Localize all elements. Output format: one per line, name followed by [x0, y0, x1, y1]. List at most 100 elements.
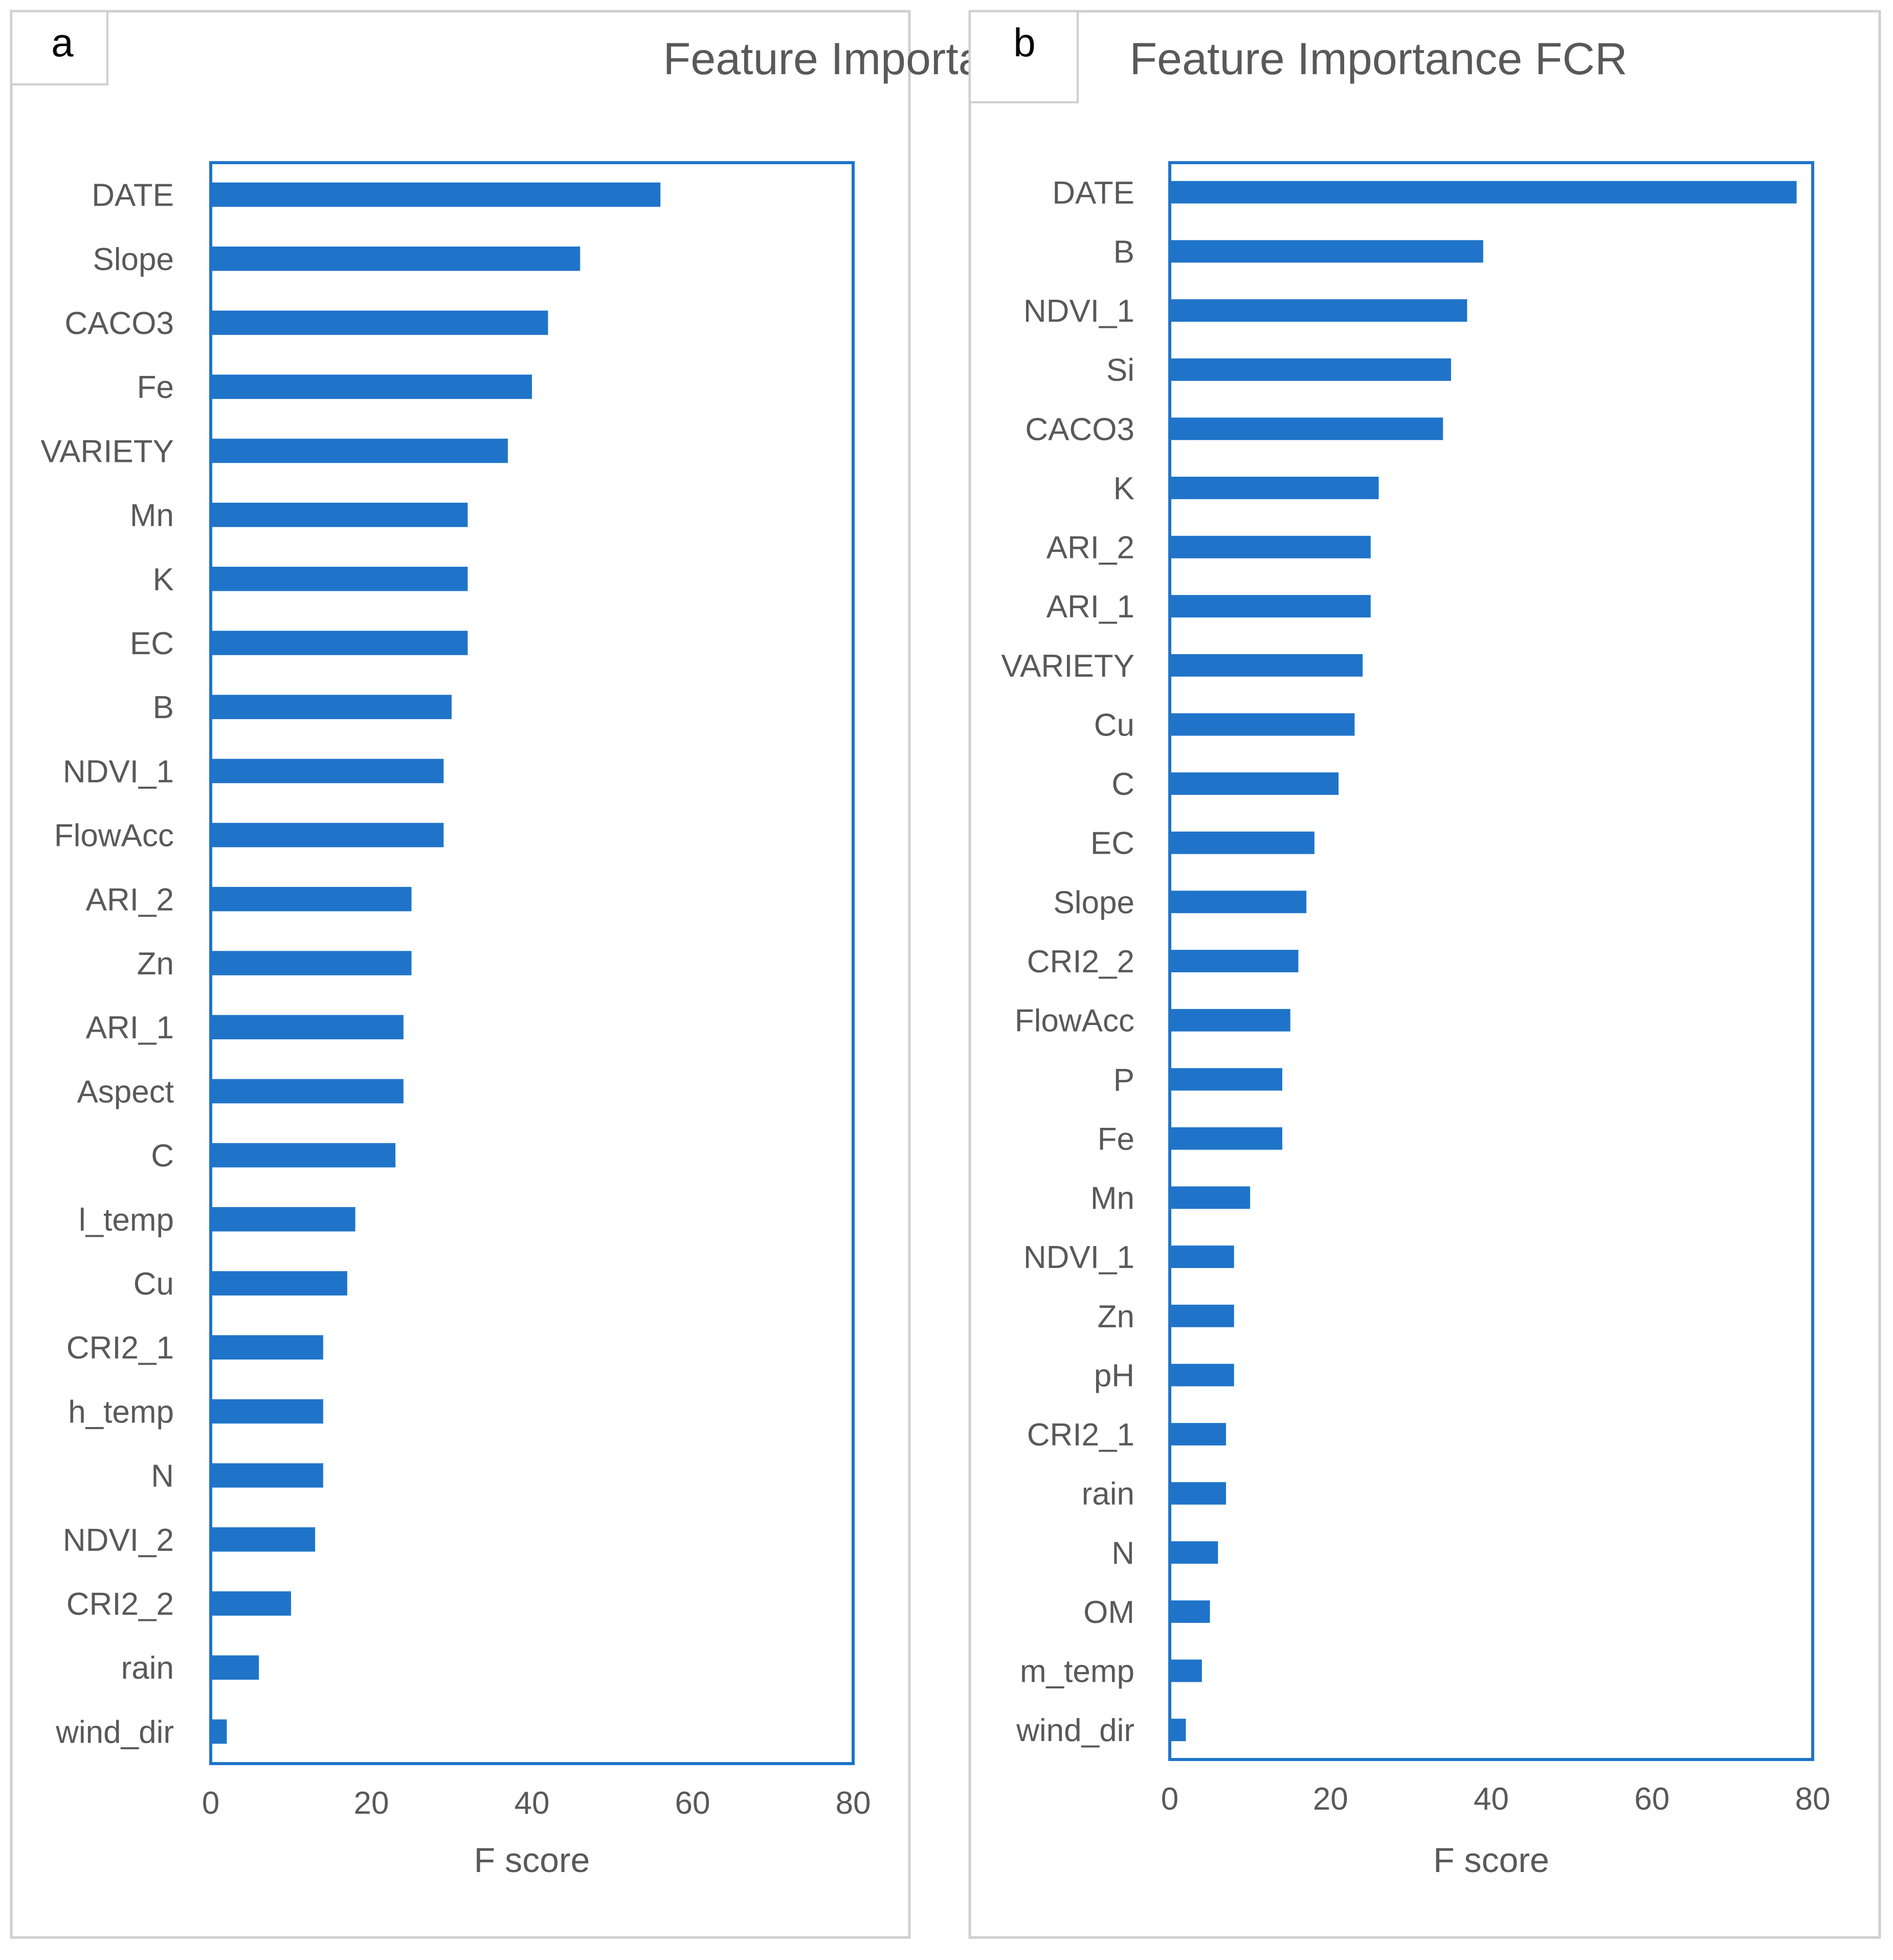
category-label: Fe [1098, 1122, 1134, 1157]
x-tick-label: 40 [515, 1786, 550, 1821]
category-label: FlowAcc [54, 818, 174, 854]
category-label: B [1113, 234, 1134, 270]
bar-zn [1170, 1304, 1234, 1327]
category-label: m_temp [1020, 1654, 1134, 1689]
chart-title: Feature Importance FCR [1129, 33, 1627, 84]
bar-rain [211, 1655, 259, 1680]
x-tick-label: 0 [202, 1786, 219, 1821]
bar-ari-2 [1170, 536, 1371, 559]
bar-c [1170, 772, 1339, 795]
bar-k [1170, 476, 1379, 499]
category-label: C [151, 1139, 174, 1174]
bar-date [1170, 181, 1797, 204]
bar-ndvi-1 [1170, 1245, 1234, 1268]
category-label: h_temp [68, 1394, 174, 1430]
category-label: C [1111, 767, 1134, 802]
category-label: N [1111, 1535, 1134, 1571]
category-label: Zn [1098, 1299, 1134, 1334]
bar-cri2-2 [1170, 950, 1299, 972]
bar-b [211, 695, 452, 719]
category-label: CRI2_2 [66, 1587, 174, 1622]
bar-wind-dir [1170, 1719, 1186, 1742]
panel-border [968, 10, 1881, 1939]
category-label: P [1113, 1062, 1134, 1098]
bar-h-temp [211, 1399, 323, 1424]
panel-b: b Feature Importance FCR DATE B NDVI_1 Si CACO… [968, 10, 1881, 1939]
bar-cri2-2 [211, 1591, 291, 1616]
bar-aspect [211, 1079, 404, 1104]
bar-ec [1170, 831, 1315, 854]
category-label: Fe [137, 370, 174, 405]
bar-mn [1170, 1186, 1251, 1209]
category-label: NDVI_1 [1023, 1240, 1134, 1275]
x-tick-label: 60 [675, 1786, 710, 1821]
bar-m-temp [1170, 1659, 1202, 1682]
category-label: VARIETY [1001, 649, 1134, 684]
panel-tag-label: b [1013, 20, 1035, 65]
category-label: l_temp [79, 1202, 174, 1238]
category-label: CACO3 [1025, 412, 1134, 447]
category-label: ARI_1 [86, 1010, 174, 1045]
category-label: CRI2_1 [66, 1330, 174, 1366]
x-tick-label: 20 [1313, 1781, 1348, 1817]
bar-cu [1170, 713, 1355, 736]
bar-fe [1170, 1127, 1282, 1150]
bar-wind-dir [211, 1719, 227, 1744]
category-label: NDVI_2 [63, 1523, 174, 1558]
panel-a: a Feature Importance DPPHDATESlopeCACO3Fe… [10, 10, 1193, 1939]
x-axis-label: F score [1433, 1841, 1549, 1880]
bar-c [211, 1143, 396, 1168]
category-label: ARI_1 [1046, 589, 1134, 625]
category-label: Cu [1094, 707, 1134, 743]
bar-fe [211, 374, 532, 399]
bar-ari-1 [1170, 595, 1371, 618]
bar-p [1170, 1068, 1282, 1091]
category-label: pH [1094, 1358, 1134, 1393]
bar-flowacc [1170, 1009, 1290, 1032]
bar-ec [211, 631, 468, 655]
category-label: CRI2_1 [1027, 1417, 1134, 1453]
panel-tag-box [10, 10, 108, 85]
bar-cu [211, 1271, 347, 1296]
category-label: NDVI_1 [1023, 294, 1134, 329]
category-label: K [153, 562, 174, 597]
category-label: OM [1083, 1595, 1134, 1630]
category-label: wind_dir [1016, 1713, 1134, 1748]
bar-b [1170, 240, 1483, 263]
category-label: Mn [1090, 1181, 1134, 1216]
panel-tag-box [969, 10, 1079, 103]
bar-variety [1170, 654, 1363, 677]
category-label: Cu [133, 1266, 174, 1302]
bar-slope [211, 247, 581, 271]
bar-k [211, 567, 468, 591]
category-label: FlowAcc [1015, 1004, 1134, 1039]
bar-ndvi-2 [211, 1527, 316, 1552]
category-label: Slope [93, 242, 174, 277]
category-label: Aspect [77, 1074, 174, 1109]
category-label: VARIETY [40, 434, 174, 469]
bar-cri2-1 [1170, 1423, 1226, 1446]
bar-cri2-1 [211, 1335, 323, 1360]
bar-rain [1170, 1482, 1226, 1505]
bar-slope [1170, 890, 1307, 914]
category-label: B [153, 690, 174, 725]
bar-variety [211, 438, 508, 463]
bar-date [211, 182, 661, 207]
category-label: K [1113, 471, 1134, 506]
category-label: CRI2_2 [1027, 944, 1134, 979]
bar-si [1170, 358, 1451, 381]
bar-ari-1 [211, 1015, 404, 1039]
bar-caco3 [1170, 417, 1443, 440]
category-label: Zn [137, 946, 174, 982]
category-label: wind_dir [55, 1714, 174, 1750]
bar-om [1170, 1600, 1210, 1623]
category-label: EC [130, 626, 174, 661]
x-tick-label: 0 [1161, 1781, 1178, 1817]
category-label: Slope [1053, 885, 1134, 920]
bar-ndvi-1 [211, 759, 444, 784]
x-tick-label: 80 [1795, 1781, 1831, 1817]
category-label: Si [1106, 353, 1134, 388]
x-axis-label: F score [474, 1841, 590, 1880]
x-tick-label: 80 [836, 1786, 871, 1821]
